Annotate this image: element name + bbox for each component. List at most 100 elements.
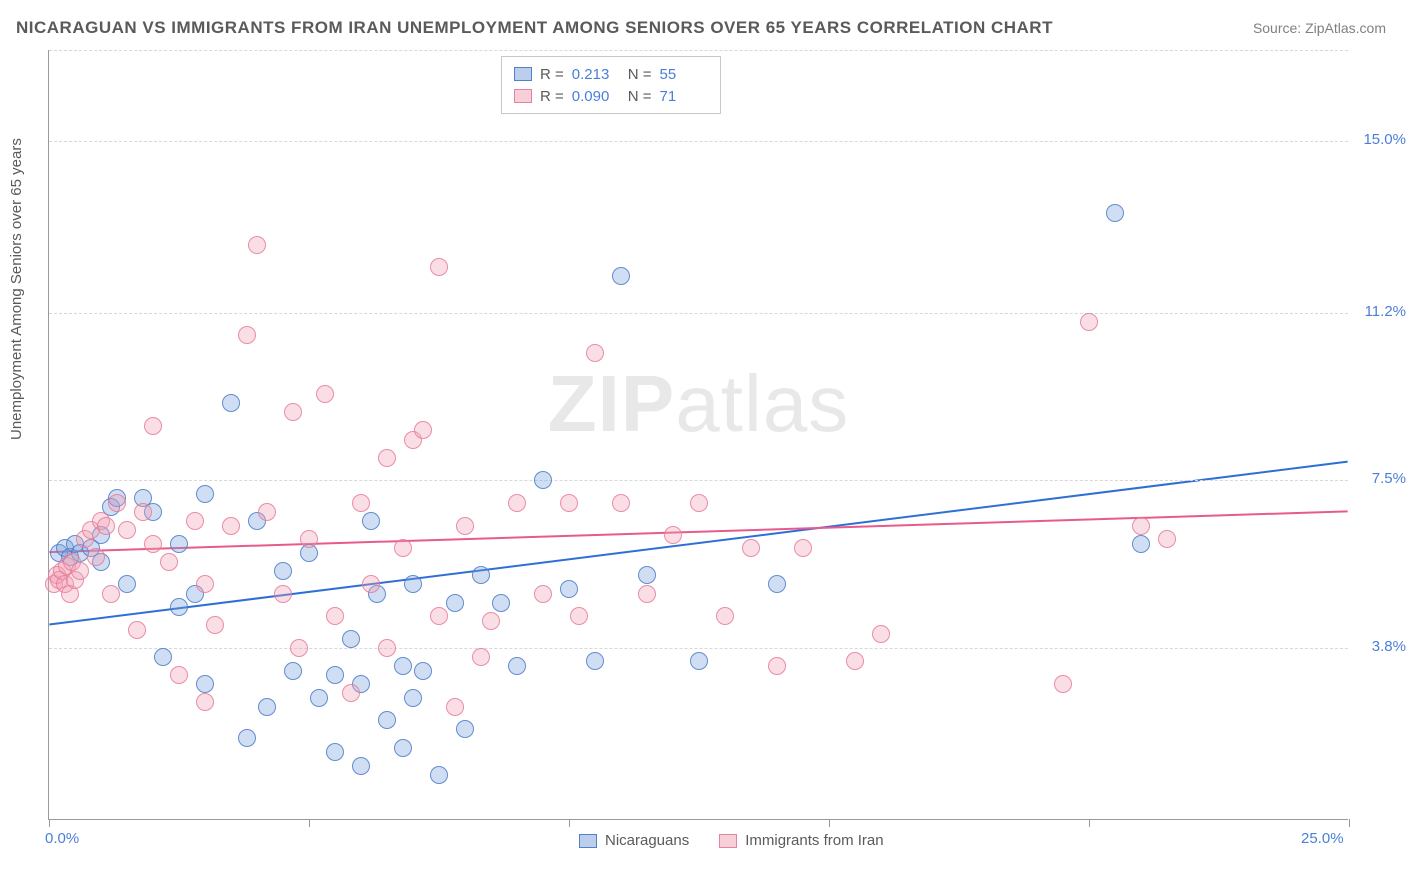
scatter-point-nicaraguans (154, 648, 172, 666)
watermark-light: atlas (675, 359, 849, 448)
scatter-point-iran (102, 585, 120, 603)
legend-row-iran: R = 0.090 N = 71 (514, 85, 708, 107)
scatter-point-iran (534, 585, 552, 603)
scatter-point-iran (170, 666, 188, 684)
scatter-point-iran (638, 585, 656, 603)
scatter-point-iran (186, 512, 204, 530)
y-tick-label: 11.2% (1365, 303, 1406, 320)
scatter-point-nicaraguans (118, 575, 136, 593)
y-tick-label: 15.0% (1363, 131, 1406, 148)
scatter-point-iran (97, 517, 115, 535)
scatter-point-nicaraguans (258, 698, 276, 716)
x-tick-label: 0.0% (45, 830, 79, 847)
legend-row-nicaraguans: R = 0.213 N = 55 (514, 63, 708, 85)
legend-series: Nicaraguans Immigrants from Iran (579, 832, 884, 849)
scatter-point-nicaraguans (222, 394, 240, 412)
scatter-point-nicaraguans (446, 594, 464, 612)
scatter-point-nicaraguans (456, 720, 474, 738)
n-value-iran: 71 (660, 88, 708, 105)
scatter-point-iran (690, 494, 708, 512)
source-label: Source: ZipAtlas.com (1253, 20, 1386, 36)
scatter-point-nicaraguans (238, 729, 256, 747)
scatter-point-iran (206, 616, 224, 634)
scatter-point-iran (1080, 313, 1098, 331)
scatter-point-nicaraguans (612, 267, 630, 285)
scatter-point-iran (446, 698, 464, 716)
gridline (49, 480, 1348, 481)
scatter-point-iran (160, 553, 178, 571)
scatter-point-nicaraguans (362, 512, 380, 530)
scatter-point-nicaraguans (196, 675, 214, 693)
trend-line-iran (49, 511, 1347, 552)
legend-label-iran: Immigrants from Iran (745, 832, 883, 849)
scatter-point-iran (414, 421, 432, 439)
x-tick (1349, 819, 1350, 827)
scatter-point-nicaraguans (534, 471, 552, 489)
scatter-point-iran (258, 503, 276, 521)
scatter-point-iran (196, 575, 214, 593)
scatter-point-nicaraguans (196, 485, 214, 503)
n-label: N = (628, 88, 652, 105)
x-tick (309, 819, 310, 827)
n-value-nicaraguans: 55 (660, 66, 708, 83)
scatter-point-iran (430, 607, 448, 625)
scatter-point-iran (326, 607, 344, 625)
scatter-point-iran (768, 657, 786, 675)
scatter-point-iran (570, 607, 588, 625)
scatter-point-iran (456, 517, 474, 535)
watermark: ZIPatlas (548, 358, 849, 450)
x-tick (1089, 819, 1090, 827)
scatter-point-nicaraguans (638, 566, 656, 584)
scatter-point-iran (134, 503, 152, 521)
chart-title: NICARAGUAN VS IMMIGRANTS FROM IRAN UNEMP… (16, 18, 1053, 38)
scatter-point-nicaraguans (170, 598, 188, 616)
scatter-point-nicaraguans (768, 575, 786, 593)
r-label: R = (540, 66, 564, 83)
scatter-point-iran (378, 639, 396, 657)
watermark-bold: ZIP (548, 359, 675, 448)
scatter-point-iran (248, 236, 266, 254)
scatter-point-iran (144, 535, 162, 553)
scatter-point-iran (872, 625, 890, 643)
scatter-point-iran (316, 385, 334, 403)
legend-correlation: R = 0.213 N = 55 R = 0.090 N = 71 (501, 56, 721, 114)
scatter-point-nicaraguans (690, 652, 708, 670)
legend-item-nicaraguans: Nicaraguans (579, 832, 689, 849)
swatch-blue-icon (514, 67, 532, 81)
source-prefix: Source: (1253, 20, 1305, 36)
n-label: N = (628, 66, 652, 83)
scatter-point-nicaraguans (394, 739, 412, 757)
scatter-point-iran (87, 548, 105, 566)
scatter-point-nicaraguans (430, 766, 448, 784)
y-axis-label: Unemployment Among Seniors over 65 years (8, 138, 25, 440)
scatter-point-nicaraguans (326, 666, 344, 684)
scatter-point-iran (794, 539, 812, 557)
scatter-point-nicaraguans (472, 566, 490, 584)
scatter-point-iran (482, 612, 500, 630)
scatter-point-nicaraguans (326, 743, 344, 761)
scatter-point-iran (342, 684, 360, 702)
trend-line-nicaraguans (49, 462, 1347, 625)
scatter-point-iran (284, 403, 302, 421)
scatter-point-iran (716, 607, 734, 625)
scatter-point-nicaraguans (342, 630, 360, 648)
scatter-point-iran (394, 539, 412, 557)
y-tick-label: 3.8% (1372, 638, 1406, 655)
scatter-point-iran (238, 326, 256, 344)
legend-label-nicaraguans: Nicaraguans (605, 832, 689, 849)
scatter-point-iran (472, 648, 490, 666)
scatter-point-nicaraguans (560, 580, 578, 598)
x-tick (829, 819, 830, 827)
scatter-point-nicaraguans (274, 562, 292, 580)
trend-lines (49, 50, 1348, 819)
scatter-point-iran (742, 539, 760, 557)
scatter-point-nicaraguans (170, 535, 188, 553)
gridline (49, 648, 1348, 649)
scatter-plot: ZIPatlas R = 0.213 N = 55 R = 0.090 N = … (48, 50, 1348, 820)
scatter-point-iran (290, 639, 308, 657)
x-tick (49, 819, 50, 827)
scatter-point-iran (508, 494, 526, 512)
scatter-point-iran (1158, 530, 1176, 548)
scatter-point-nicaraguans (404, 689, 422, 707)
scatter-point-iran (664, 526, 682, 544)
